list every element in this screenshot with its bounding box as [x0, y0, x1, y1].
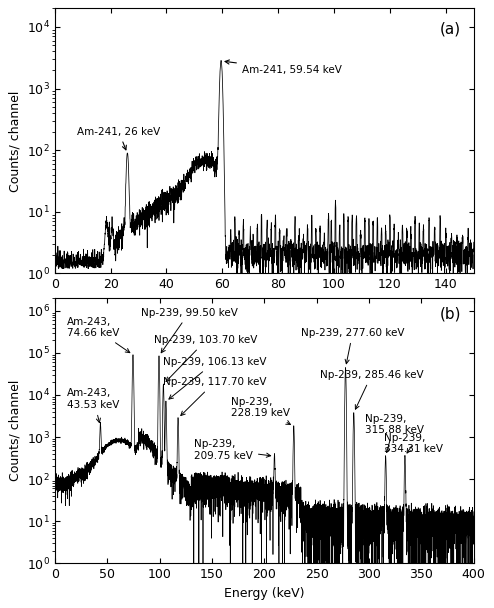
Text: Np-239, 106.13 keV: Np-239, 106.13 keV: [163, 358, 266, 399]
Text: Np-239, 99.50 keV: Np-239, 99.50 keV: [141, 308, 238, 353]
X-axis label: Energy (keV): Energy (keV): [224, 587, 304, 599]
Text: (a): (a): [440, 22, 461, 36]
Text: Am-241, 59.54 keV: Am-241, 59.54 keV: [225, 60, 342, 75]
Text: Np-239,
334.31 keV: Np-239, 334.31 keV: [384, 433, 443, 454]
Text: Np-239,
315.88 keV: Np-239, 315.88 keV: [365, 413, 424, 452]
Text: Np-239,
209.75 keV: Np-239, 209.75 keV: [194, 439, 271, 460]
Y-axis label: Counts/ channel: Counts/ channel: [8, 380, 21, 482]
Text: Np-239, 277.60 keV: Np-239, 277.60 keV: [301, 328, 405, 364]
Text: Np-239, 285.46 keV: Np-239, 285.46 keV: [320, 370, 423, 409]
Y-axis label: Counts/ channel: Counts/ channel: [8, 90, 21, 192]
Text: Np-239, 103.70 keV: Np-239, 103.70 keV: [154, 335, 258, 381]
Text: Am-243,
43.53 keV: Am-243, 43.53 keV: [67, 389, 120, 423]
Text: Np-239,
228.19 keV: Np-239, 228.19 keV: [231, 397, 290, 424]
Text: Am-241, 26 keV: Am-241, 26 keV: [77, 126, 161, 150]
Text: (b): (b): [440, 306, 461, 321]
Text: Am-243,
74.66 keV: Am-243, 74.66 keV: [67, 317, 130, 353]
Text: Np-239, 117.70 keV: Np-239, 117.70 keV: [163, 378, 266, 415]
